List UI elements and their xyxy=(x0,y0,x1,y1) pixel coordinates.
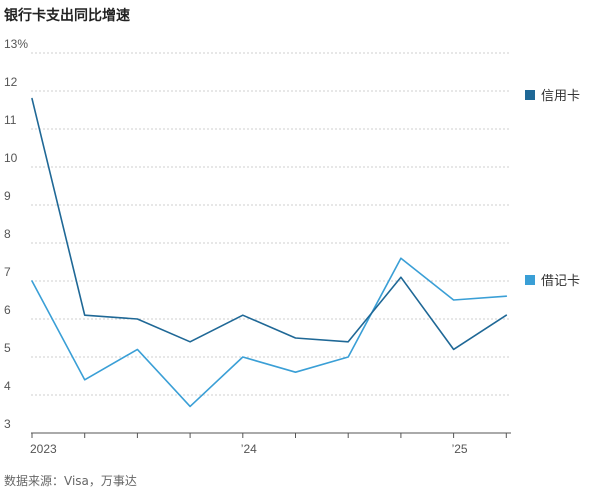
x-tick-label-2024-Q1: ’24 xyxy=(241,442,257,456)
y-tick-label-11: 11 xyxy=(4,113,17,127)
y-tick-label-6: 6 xyxy=(4,303,11,317)
chart-title: 银行卡支出同比增速 xyxy=(4,8,130,24)
legend-label-1: 借记卡 xyxy=(541,274,580,289)
y-axis-ticks: 3 4 5 6 7 8 9 10 11 12 13% xyxy=(4,37,28,431)
x-tick-label-2025-Q1: ’25 xyxy=(452,442,468,456)
y-tick-label-12: 12 xyxy=(4,75,18,89)
y-tick-label-7: 7 xyxy=(4,265,11,279)
series-line-0 xyxy=(31,97,508,351)
series-line-1 xyxy=(31,257,508,408)
y-tick-label-13: 13% xyxy=(4,37,28,51)
y-tick-label-4: 4 xyxy=(4,379,11,393)
x-axis: 2023 ’24 ’25 xyxy=(30,432,511,456)
legend-swatch-0 xyxy=(525,90,535,100)
y-tick-label-10: 10 xyxy=(4,151,18,165)
series-lines xyxy=(31,97,508,408)
x-tick-label-2023-Q1: 2023 xyxy=(30,442,57,456)
gridlines xyxy=(31,52,511,396)
y-tick-label-5: 5 xyxy=(4,341,11,355)
legend-label-0: 信用卡 xyxy=(541,89,580,104)
y-tick-label-9: 9 xyxy=(4,189,11,203)
y-tick-label-3: 3 xyxy=(4,417,11,431)
legend-swatch-1 xyxy=(525,275,535,285)
source-note: 数据来源：Visa，万事达 xyxy=(4,474,137,488)
y-tick-label-8: 8 xyxy=(4,227,11,241)
